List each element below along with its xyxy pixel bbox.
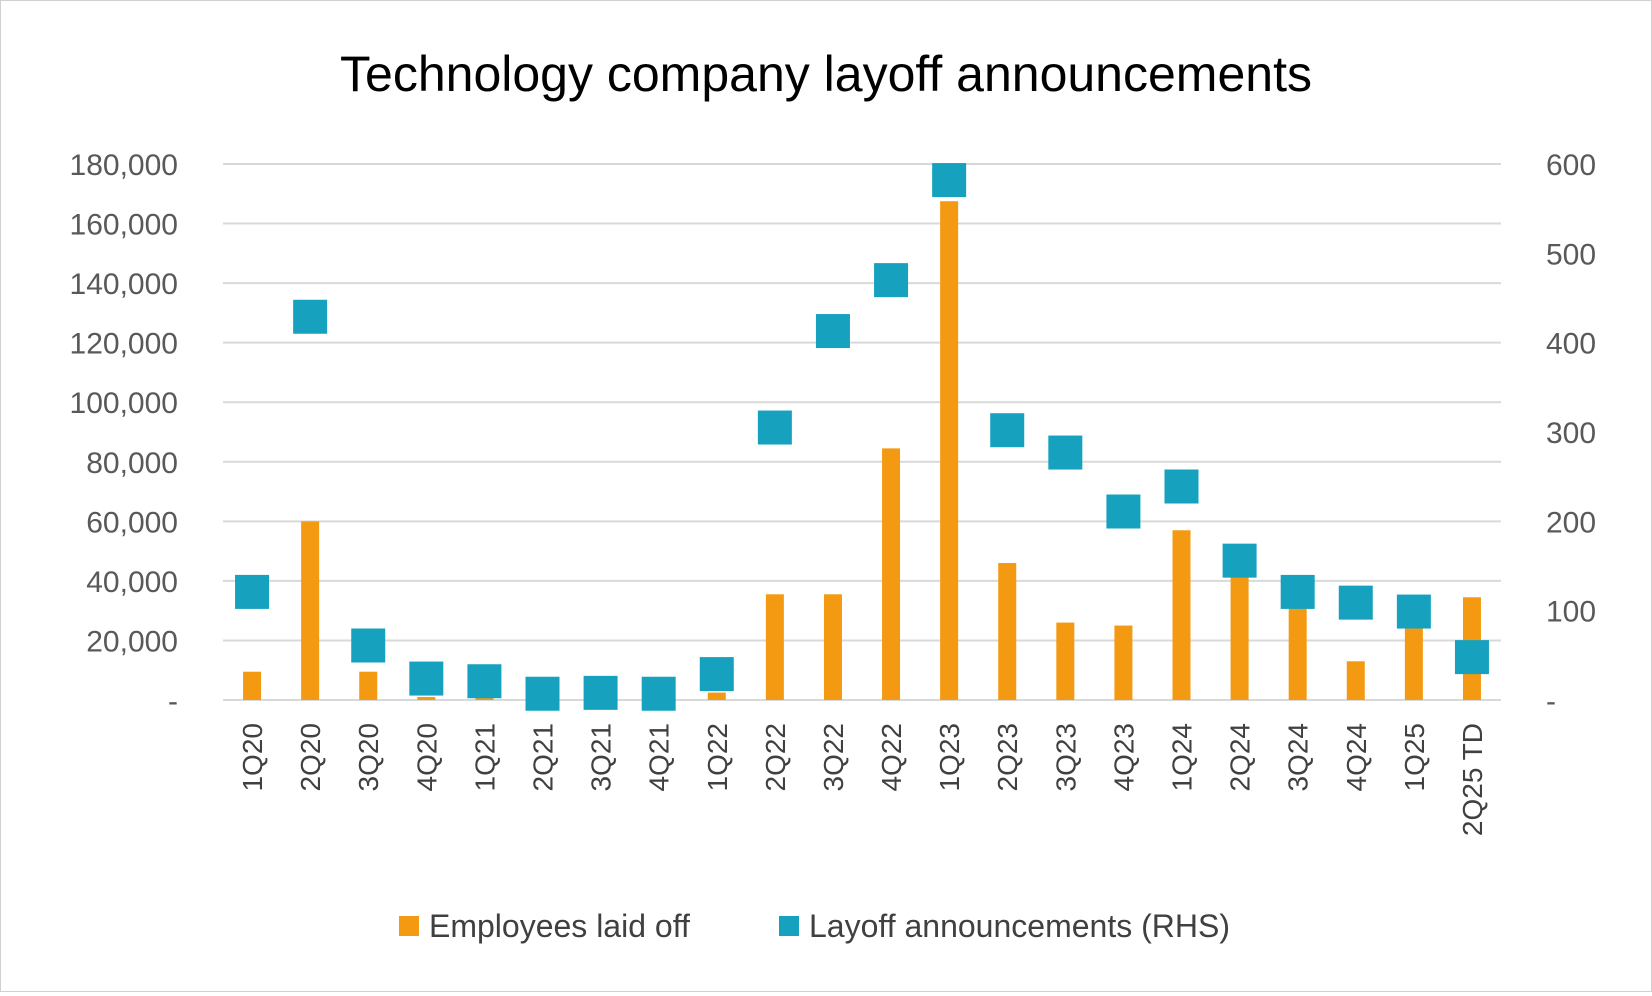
bar <box>1346 661 1365 700</box>
right-tick-label: - <box>1546 685 1556 718</box>
scatter-point <box>641 676 676 711</box>
right-tick-label: 100 <box>1546 596 1596 629</box>
bar <box>301 521 320 700</box>
chart-title: Technology company layoff announcements <box>340 46 1312 102</box>
category-label: 1Q25 <box>1399 723 1430 792</box>
bar <box>940 201 959 700</box>
scatter-point <box>351 628 386 663</box>
right-tick-label: 200 <box>1546 506 1596 539</box>
right-tick-label: 500 <box>1546 238 1596 271</box>
scatter-point <box>1164 469 1199 504</box>
left-tick-label: 160,000 <box>70 209 178 242</box>
left-tick-label: 60,000 <box>86 506 178 539</box>
category-label: 1Q23 <box>934 723 965 792</box>
legend-label-announcements: Layoff announcements (RHS) <box>809 908 1230 944</box>
bar <box>417 697 436 700</box>
bar <box>243 671 262 700</box>
category-label: 1Q22 <box>702 723 733 792</box>
category-label: 1Q21 <box>469 723 500 792</box>
category-label: 2Q23 <box>992 723 1023 792</box>
scatter-point <box>990 413 1025 448</box>
category-label: 3Q24 <box>1283 723 1314 792</box>
scatter-point <box>757 410 792 445</box>
bar <box>1172 530 1191 700</box>
bar <box>1114 625 1133 700</box>
category-label: 3Q20 <box>353 723 384 792</box>
scatter-point <box>1454 640 1489 675</box>
legend-swatch-employees <box>399 916 419 936</box>
scatter-point <box>467 664 502 699</box>
left-tick-label: 140,000 <box>70 268 178 301</box>
category-label: 2Q20 <box>295 723 326 792</box>
bar <box>359 671 378 700</box>
left-tick-label: 80,000 <box>86 447 178 480</box>
bar-series <box>243 201 1481 700</box>
category-label: 4Q20 <box>411 723 442 792</box>
legend-swatch-announcements <box>779 916 799 936</box>
left-axis-tick-labels: - 20,000 40,000 60,000 80,000 100,000 120,000 1… <box>70 149 178 718</box>
gridlines <box>223 163 1501 701</box>
right-tick-label: 400 <box>1546 328 1596 361</box>
scatter-point <box>815 314 850 349</box>
legend: Employees laid off Layoff announcements … <box>399 908 1230 944</box>
x-axis-category-labels: 1Q20 2Q20 3Q20 4Q20 1Q21 2Q21 3Q21 4Q21 1Q22 2Q22… <box>237 723 1488 836</box>
bar <box>707 692 726 700</box>
right-tick-label: 300 <box>1546 417 1596 450</box>
scatter-series <box>235 163 1489 711</box>
scatter-point <box>1396 594 1431 629</box>
bar <box>882 448 901 700</box>
category-label: 2Q24 <box>1225 723 1256 792</box>
bar <box>998 563 1017 700</box>
scatter-point <box>699 657 734 692</box>
left-tick-label: 20,000 <box>86 625 178 658</box>
scatter-point <box>293 299 328 334</box>
category-label: 1Q20 <box>237 723 268 792</box>
bar <box>1230 574 1249 700</box>
category-label: 2Q21 <box>528 723 559 792</box>
left-tick-label: - <box>168 685 178 718</box>
scatter-point <box>583 675 618 710</box>
category-label: 4Q23 <box>1108 723 1139 792</box>
bar <box>475 697 494 700</box>
category-label: 3Q21 <box>586 723 617 792</box>
left-tick-label: 120,000 <box>70 328 178 361</box>
left-tick-label: 180,000 <box>70 149 178 182</box>
left-tick-label: 40,000 <box>86 566 178 599</box>
bar <box>765 594 784 700</box>
bar <box>823 594 842 700</box>
scatter-point <box>409 661 444 696</box>
scatter-point <box>1048 435 1083 470</box>
scatter-point <box>525 676 560 711</box>
scatter-point <box>1106 494 1141 529</box>
category-label: 2Q22 <box>760 723 791 792</box>
category-label: 4Q22 <box>876 723 907 792</box>
category-label: 2Q25 TD <box>1457 723 1488 836</box>
scatter-point <box>874 263 909 298</box>
legend-label-employees: Employees laid off <box>429 908 690 944</box>
bar <box>1288 604 1307 700</box>
scatter-point <box>235 574 270 609</box>
scatter-point <box>1280 574 1315 609</box>
scatter-point <box>932 163 967 198</box>
left-tick-label: 100,000 <box>70 387 178 420</box>
scatter-point <box>1338 585 1373 620</box>
category-label: 3Q22 <box>818 723 849 792</box>
category-label: 4Q24 <box>1341 723 1372 792</box>
right-axis-tick-labels: - 100 200 300 400 500 600 <box>1546 149 1596 718</box>
scatter-point <box>1222 543 1257 578</box>
bar <box>1056 622 1075 700</box>
bar <box>1404 621 1423 700</box>
category-label: 3Q23 <box>1050 723 1081 792</box>
right-tick-label: 600 <box>1546 149 1596 182</box>
category-label: 1Q24 <box>1167 723 1198 792</box>
category-label: 4Q21 <box>644 723 675 792</box>
